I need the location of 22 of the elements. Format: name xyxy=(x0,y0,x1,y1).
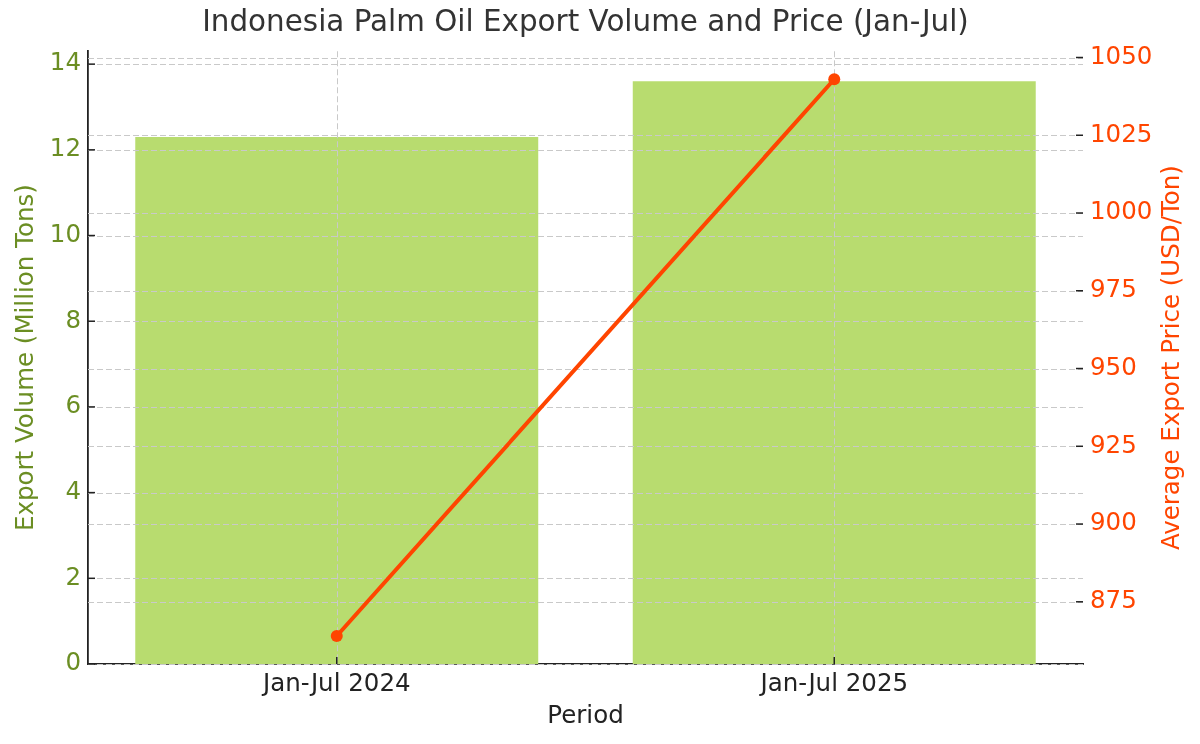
y-tick-label: 14 xyxy=(49,47,81,77)
y-tick-label: 4 xyxy=(65,475,81,505)
y2-tick-label: 975 xyxy=(1090,274,1137,304)
chart-title: Indonesia Palm Oil Export Volume and Price (Jan-Jul) xyxy=(202,4,969,39)
y-axis-title: Export Volume (Million Tons) xyxy=(10,184,40,532)
y2-tick-label: 875 xyxy=(1090,585,1137,615)
y2-tick-label: 1000 xyxy=(1090,196,1153,226)
y2-axis-title: Average Export Price (USD/Ton) xyxy=(1156,165,1186,551)
y2-tick-label: 950 xyxy=(1090,351,1137,381)
x-tick-label: Jan-Jul 2025 xyxy=(758,668,909,698)
y2-tick-label: 1025 xyxy=(1090,118,1153,148)
y-tick-label: 10 xyxy=(49,218,81,248)
y2-tick-label: 1050 xyxy=(1090,40,1153,70)
y-tick-label: 12 xyxy=(49,133,81,163)
y-tick-label: 0 xyxy=(65,647,81,677)
y2-tick-label: 925 xyxy=(1090,429,1137,459)
x-tick-label: Jan-Jul 2024 xyxy=(260,668,411,698)
x-axis-title: Period xyxy=(547,699,624,729)
y-tick-label: 2 xyxy=(65,561,81,591)
y-tick-label: 6 xyxy=(65,390,81,420)
y2-tick-label: 900 xyxy=(1090,507,1137,537)
y-tick-label: 8 xyxy=(65,304,81,334)
